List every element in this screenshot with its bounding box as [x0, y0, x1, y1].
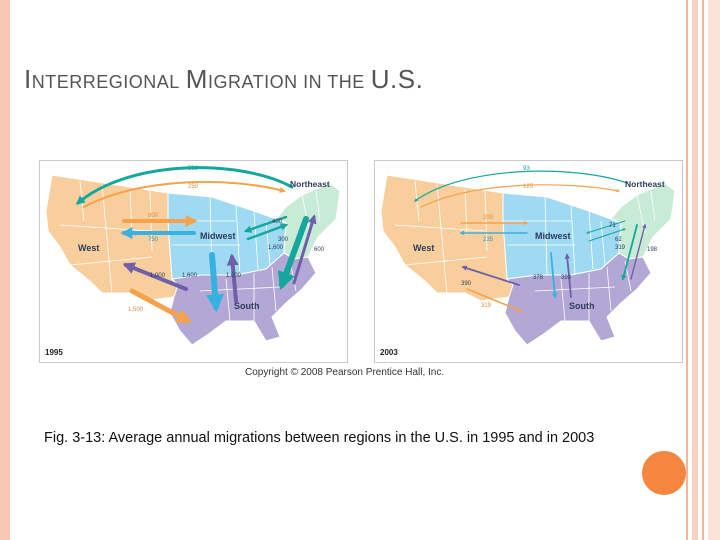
flow-value-label: 1,000	[150, 273, 166, 279]
flow-arrow-midwest-to-ne	[246, 223, 289, 241]
flow-arrow-ne-to-midwest	[586, 220, 626, 234]
flow-arrow-ne-to-south	[277, 216, 309, 291]
flow-value-label: 393	[561, 275, 572, 281]
title-text: NTERREGIONAL	[31, 72, 180, 92]
flow-value-label: 62	[615, 237, 622, 243]
flow-arrow-ne-to-west	[75, 166, 294, 205]
figure-caption: Fig. 3-13: Average annual migrations bet…	[44, 430, 595, 446]
flow-value-label: 198	[647, 247, 658, 253]
title-text: IGRATION IN THE	[207, 72, 365, 92]
flow-value-label: 200	[483, 215, 494, 221]
migration-map-2003: Northeast Midwest West South 93 125 200 …	[374, 160, 683, 363]
flow-value-label: 390	[461, 281, 472, 287]
region-label-northeast: Northeast	[625, 179, 665, 189]
region-label-west: West	[413, 243, 434, 253]
left-border-stripe	[0, 0, 10, 540]
flow-value-label: 1,000	[226, 273, 242, 279]
flow-value-label: 400	[272, 219, 283, 225]
flow-arrow-ne-to-west	[414, 170, 628, 202]
right-decor-line	[702, 0, 704, 540]
region-label-south: South	[234, 301, 260, 311]
accent-circle	[642, 451, 686, 495]
flow-value-label: 1,600	[268, 245, 284, 251]
flow-value-label: 500	[188, 166, 199, 172]
flow-arrow-midwest-to-south	[550, 252, 558, 299]
flow-value-label: 235	[483, 237, 494, 243]
right-decor-band	[708, 0, 720, 540]
copyright-notice: Copyright © 2008 Pearson Prentice Hall, …	[245, 367, 445, 378]
flow-value-label: 378	[533, 275, 544, 281]
migration-map-1995: Northeast Midwest West South 500 250 800…	[39, 160, 348, 363]
flow-value-label: 300	[278, 237, 289, 243]
flow-arrow-south-to-ne	[630, 223, 647, 280]
slide-title: INTERREGIONAL MIGRATION IN THE U.S.	[24, 64, 423, 95]
map-year-label: 1995	[45, 348, 63, 357]
flow-arrow-ne-to-midwest	[243, 215, 288, 233]
flow-value-label: 93	[523, 166, 530, 172]
west-region	[380, 174, 514, 302]
flow-arrow-south-to-west	[461, 265, 520, 286]
flow-value-label: 125	[523, 184, 534, 190]
flow-arrow-west-to-south	[466, 288, 523, 312]
flow-arrow-midwest-to-south	[206, 252, 225, 313]
flow-value-label: 250	[188, 184, 199, 190]
map-year-label: 2003	[380, 348, 398, 357]
title-initial: I	[24, 64, 32, 94]
flow-value-label: 71	[609, 223, 616, 229]
south-region	[504, 252, 652, 346]
flow-value-label: 800	[148, 213, 159, 219]
title-text: U.S.	[370, 64, 424, 94]
flow-arrow-midwest-to-ne	[588, 228, 626, 242]
flow-arrow-south-to-ne	[292, 214, 317, 285]
region-label-midwest: Midwest	[200, 231, 236, 241]
west-region	[45, 174, 179, 302]
flow-arrow-south-to-midwest	[564, 253, 572, 298]
flow-value-label: 600	[314, 247, 325, 253]
flow-arrow-south-to-midwest	[226, 253, 239, 303]
flow-value-label: 1,500	[128, 307, 144, 313]
northeast-region	[610, 182, 676, 260]
flow-arrow-ne-to-south	[621, 224, 638, 281]
region-label-south: South	[569, 301, 595, 311]
title-initial: M	[185, 64, 208, 94]
flow-arrow-west-to-ne	[83, 180, 286, 208]
flow-value-label: 319	[615, 245, 626, 251]
flow-value-label: 1,600	[182, 273, 198, 279]
flow-value-label: 750	[148, 237, 159, 243]
flow-arrow-west-to-ne	[420, 184, 621, 208]
flow-arrow-west-to-south	[129, 288, 192, 324]
region-label-west: West	[78, 243, 99, 253]
region-label-northeast: Northeast	[290, 179, 330, 189]
region-label-midwest: Midwest	[535, 231, 571, 241]
right-decor-line	[686, 0, 688, 540]
right-decor-band	[692, 0, 698, 540]
flow-arrow-south-to-west	[122, 262, 188, 291]
flow-value-label: 319	[481, 303, 492, 309]
